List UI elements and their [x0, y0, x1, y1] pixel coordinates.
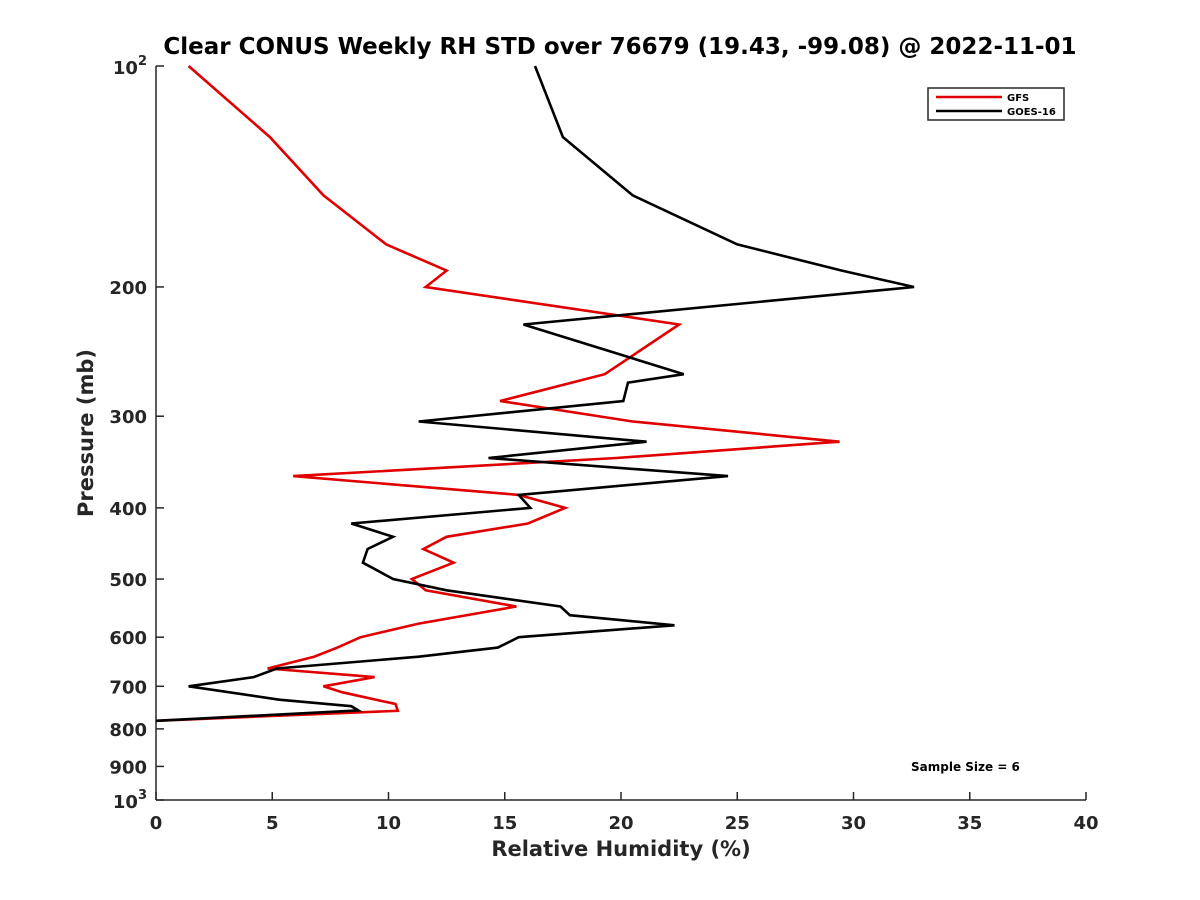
y-tick-label-exponent: 3 — [138, 788, 147, 803]
y-tick-label: 300 — [109, 407, 147, 428]
x-tick-label: 5 — [266, 813, 279, 834]
plot-area — [155, 66, 1086, 801]
y-tick-label: 700 — [109, 677, 147, 698]
legend-box — [927, 87, 1065, 121]
x-tick-label: 25 — [725, 813, 750, 834]
y-tick-label: 102 — [113, 54, 147, 79]
legend: GFS GOES-16 — [927, 87, 1065, 121]
chart-title: Clear CONUS Weekly RH STD over 76679 (19… — [163, 34, 1076, 60]
y-tick-label-exponent: 2 — [138, 54, 147, 69]
y-tick-label: 600 — [109, 628, 147, 649]
x-tick-label: 15 — [492, 813, 517, 834]
x-tick-label: 10 — [376, 813, 401, 834]
y-tick-label: 400 — [109, 499, 147, 520]
y-tick-label-base: 10 — [113, 792, 138, 813]
y-tick-label: 200 — [109, 278, 147, 299]
series-line-gfs — [155, 65, 840, 723]
sample-size-annotation: Sample Size = 6 — [911, 760, 1020, 774]
series-lines — [155, 65, 915, 723]
y-tick-label: 900 — [109, 757, 147, 778]
y-tick-label: 103 — [113, 788, 147, 813]
legend-label-gfs: GFS — [1007, 93, 1029, 104]
legend-label-goes-16: GOES-16 — [1007, 107, 1056, 118]
x-axis-label: Relative Humidity (%) — [491, 837, 750, 861]
y-tick-label: 500 — [109, 570, 147, 591]
y-tick-label: 800 — [109, 720, 147, 741]
x-tick-label: 20 — [608, 813, 633, 834]
y-axis-label: Pressure (mb) — [74, 349, 98, 517]
x-tick-label: 0 — [150, 813, 163, 834]
series-line-goes-16 — [155, 65, 915, 723]
y-tick-label-base: 10 — [113, 58, 138, 79]
x-tick-label: 30 — [841, 813, 866, 834]
x-tick-label: 40 — [1073, 813, 1098, 834]
x-tick-label: 35 — [957, 813, 982, 834]
x-axis-ticks: 0 5 10 15 20 25 30 35 40 — [150, 792, 1099, 834]
